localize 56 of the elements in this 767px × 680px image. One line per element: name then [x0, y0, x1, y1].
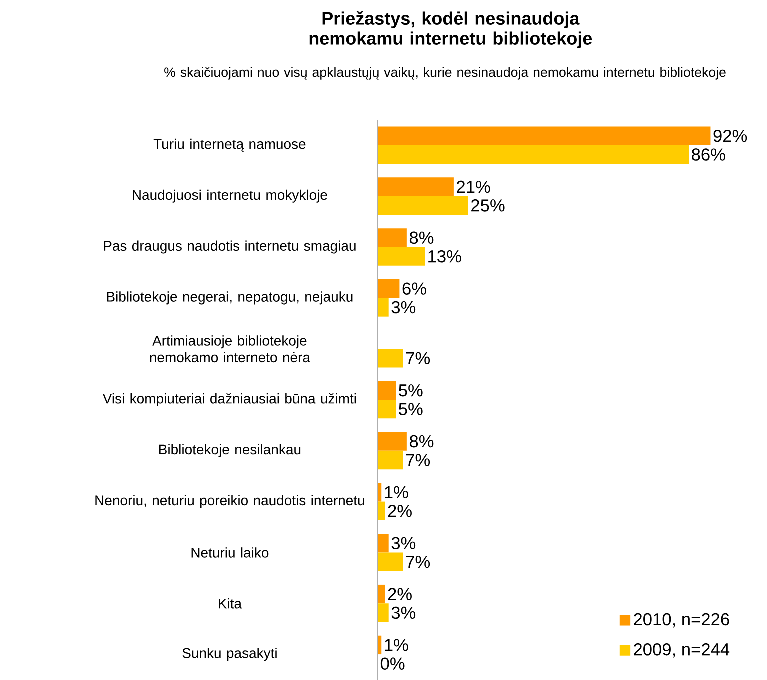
- y-tick-label: Pas draugus naudotis internetu smagiau: [104, 240, 356, 254]
- y-tick-label: Nenoriu, neturiu poreikio naudotis internetu: [96, 495, 364, 508]
- bar: [378, 381, 396, 400]
- bar: [378, 534, 389, 553]
- bar: [378, 400, 396, 419]
- bar: [378, 636, 382, 655]
- data-label: 3%: [392, 537, 416, 550]
- bar: [378, 196, 468, 216]
- bar: [378, 178, 454, 196]
- data-label: 0%: [380, 658, 405, 670]
- y-tick-label: Bibliotekoje nesilankau: [160, 444, 301, 458]
- data-label: 1%: [385, 486, 408, 499]
- data-label: 25%: [472, 200, 505, 212]
- data-label: 21%: [457, 180, 490, 194]
- bar: [378, 280, 400, 298]
- data-label: 1%: [385, 639, 408, 652]
- y-tick-label: Turiu internetą namuose: [154, 138, 306, 152]
- y-tick-label: Visi kompiuteriai dažniausiai būna užimti: [102, 393, 356, 407]
- y-tick-label: Naudojuosi internetu mokykloje: [133, 190, 328, 203]
- data-label: 8%: [410, 232, 434, 244]
- bar: [378, 450, 404, 470]
- data-label: 92%: [714, 130, 748, 142]
- data-label: 13%: [428, 250, 462, 263]
- bar: [378, 126, 711, 146]
- bar: [378, 552, 404, 572]
- bar: [378, 298, 389, 317]
- data-label: 3%: [392, 301, 416, 314]
- chart-title: Priežastys, kodėl nesinaudoja nemokamu internetu bibliotekoje: [310, 11, 592, 49]
- y-tick-label: Bibliotekoje negerai, nepatogu, nejauku: [107, 292, 353, 305]
- bar: [378, 247, 426, 266]
- y-tick-label: Sunku pasakyti: [182, 648, 277, 662]
- bar: [378, 483, 382, 502]
- data-label: 8%: [410, 435, 434, 448]
- data-label: 7%: [406, 556, 430, 568]
- bar: [378, 432, 407, 451]
- data-label: 7%: [406, 454, 430, 466]
- data-label: 5%: [399, 403, 423, 416]
- bar: [378, 349, 404, 368]
- bar: [378, 584, 386, 604]
- bar: [378, 228, 407, 248]
- data-label: 3%: [392, 606, 416, 620]
- y-tick-label: Neturiu laiko: [192, 548, 269, 558]
- data-label: 7%: [406, 352, 430, 364]
- legend-label: 2009, n=244: [634, 643, 730, 658]
- bar: [378, 145, 690, 164]
- legend-label: 2010, n=226: [634, 613, 730, 628]
- y-tick-label: Kita: [219, 598, 242, 609]
- data-label: 86%: [692, 148, 726, 161]
- y-tick-label: Artimiausioje bibliotekoje nemokamo interneto nėra: [150, 336, 310, 363]
- data-label: 2%: [388, 588, 412, 600]
- data-label: 2%: [388, 505, 412, 518]
- data-label: 6%: [402, 282, 426, 295]
- bar: [378, 502, 386, 520]
- bar: [378, 604, 389, 622]
- chart-subtitle: % skaičiuojami nuo visų apklaustųjų vaikų, kurie nesinaudoja nemokamu internetu bibliotekoje: [164, 67, 726, 80]
- data-label: 5%: [399, 384, 423, 397]
